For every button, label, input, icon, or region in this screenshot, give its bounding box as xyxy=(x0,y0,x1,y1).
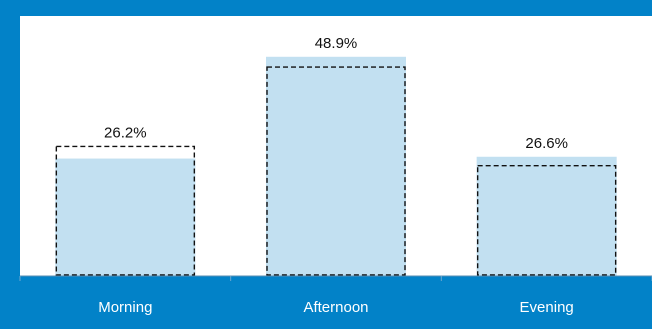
labels-layer: 26.2% 48.9% 26.6% xyxy=(104,35,568,152)
bar-outline-evening xyxy=(476,165,617,276)
category-label-afternoon: Afternoon xyxy=(303,299,368,316)
bar-outline-afternoon xyxy=(266,66,406,276)
bar-morning xyxy=(55,158,196,276)
category-label-morning: Morning xyxy=(98,299,152,316)
bars-layer xyxy=(55,56,617,276)
data-label-morning: 26.2% xyxy=(104,124,147,141)
bar-evening xyxy=(476,156,617,276)
data-label-afternoon: 48.9% xyxy=(315,35,358,52)
category-axis: Morning Afternoon Evening xyxy=(19,275,652,316)
data-label-evening: 26.6% xyxy=(525,135,568,152)
bar-afternoon xyxy=(266,56,406,276)
bar-outline-morning xyxy=(55,145,196,276)
category-label-evening: Evening xyxy=(520,299,574,316)
